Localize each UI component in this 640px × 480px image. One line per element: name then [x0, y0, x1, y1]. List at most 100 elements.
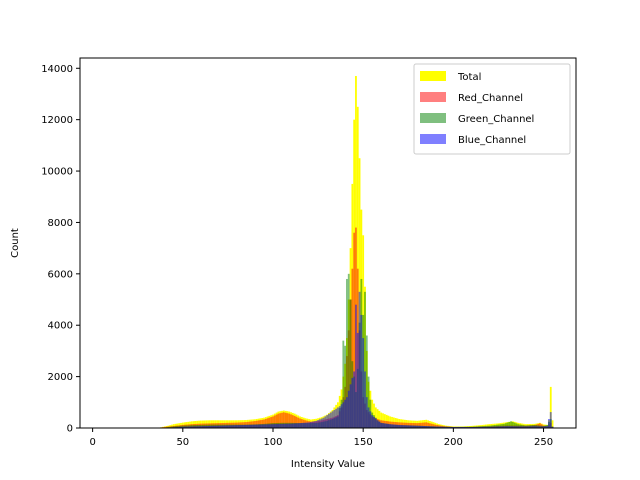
histogram-bar	[311, 421, 314, 428]
histogram-bar	[486, 426, 489, 428]
histogram-bar	[497, 426, 500, 428]
histogram-bar	[328, 413, 330, 428]
histogram-bar	[189, 426, 191, 428]
histogram-bar	[429, 426, 431, 428]
histogram-bar	[337, 407, 339, 428]
histogram-bar	[272, 424, 274, 428]
histogram-bar	[317, 420, 319, 428]
histogram-bar	[263, 419, 265, 428]
histogram-bar	[412, 425, 415, 428]
histogram-bar	[502, 423, 505, 428]
histogram-bar	[344, 399, 347, 428]
histogram-bar	[308, 422, 310, 428]
histogram-bar	[465, 426, 467, 428]
histogram-bar	[474, 426, 476, 428]
histogram-bar	[421, 425, 424, 428]
histogram-bar	[364, 371, 366, 428]
histogram-bar	[300, 422, 303, 428]
histogram-bar	[365, 335, 368, 428]
histogram-bar	[167, 426, 170, 428]
histogram-bar	[447, 426, 449, 428]
histogram-bar	[528, 426, 530, 428]
histogram-bar	[178, 426, 181, 428]
histogram-bar	[389, 424, 392, 428]
histogram-bar	[517, 424, 520, 428]
histogram-bar	[315, 420, 318, 428]
histogram-bar	[185, 426, 188, 428]
histogram-bar	[216, 425, 218, 428]
histogram-bar	[349, 384, 352, 428]
histogram-bar	[501, 426, 503, 428]
histogram-bar	[207, 426, 209, 428]
x-axis-label: Intensity Value	[291, 459, 365, 470]
x-tick-label: 250	[534, 437, 553, 448]
histogram-bar	[232, 425, 235, 428]
x-tick-label: 50	[176, 437, 189, 448]
histogram-bar	[407, 425, 410, 428]
series-blue-channel	[165, 291, 554, 429]
histogram-bar	[259, 424, 262, 428]
histogram-bar	[358, 291, 361, 428]
histogram-bar	[504, 426, 507, 428]
histogram-bar	[263, 424, 265, 428]
legend-label: Blue_Channel	[458, 135, 526, 146]
x-axis-ticks: 0 50 100 150 200 250	[89, 428, 553, 448]
histogram-bar	[374, 418, 377, 428]
histogram-bar	[279, 413, 282, 428]
histogram-bar	[309, 421, 312, 428]
histogram-bar	[261, 424, 264, 428]
histogram-bar	[241, 425, 244, 428]
histogram-bar	[508, 426, 511, 428]
histogram-bar	[355, 304, 357, 428]
histogram-bar	[201, 426, 204, 428]
histogram-bar	[441, 426, 444, 428]
histogram-bar	[416, 423, 419, 428]
histogram-bar	[551, 426, 554, 428]
histogram-bar	[257, 424, 260, 428]
histogram-bar	[225, 425, 227, 428]
histogram-bar	[506, 426, 509, 428]
histogram-bar	[429, 423, 431, 428]
histogram-bar	[510, 421, 512, 428]
histogram-bar	[418, 422, 420, 428]
histogram-bar	[324, 416, 327, 428]
histogram-bar	[371, 415, 374, 428]
histogram-bar	[302, 422, 305, 428]
histogram-bar	[443, 426, 446, 428]
histogram-bar	[434, 426, 437, 428]
histogram-bar	[373, 416, 375, 428]
histogram-bar	[288, 423, 291, 428]
histogram-bar	[493, 426, 496, 428]
histogram-bar	[461, 426, 464, 428]
legend-swatch	[420, 134, 446, 144]
histogram-bar	[275, 414, 278, 428]
histogram-bar	[531, 426, 534, 428]
histogram-bar	[252, 424, 255, 428]
histogram-bar	[382, 423, 384, 428]
histogram-bar	[214, 425, 217, 428]
histogram-bar	[174, 426, 177, 428]
histogram-bar	[286, 413, 289, 428]
histogram-bar	[519, 426, 521, 428]
histogram-bar	[504, 423, 507, 428]
histogram-bar	[295, 423, 298, 428]
histogram-bar	[362, 338, 365, 428]
histogram-bar	[421, 422, 424, 428]
histogram-bar	[353, 371, 356, 428]
histogram-bar	[333, 410, 336, 428]
histogram-bar	[484, 426, 487, 428]
plot-frame	[79, 57, 577, 429]
histogram-bar	[268, 417, 271, 428]
histogram-bar	[383, 423, 386, 429]
histogram-bar	[548, 419, 550, 428]
histogram-bar	[169, 426, 172, 428]
histogram-bar	[501, 424, 503, 428]
histogram-bar	[273, 415, 276, 428]
histogram-bar	[438, 426, 440, 428]
histogram-bar	[392, 424, 395, 428]
histogram-bar	[198, 426, 200, 428]
histogram-bar	[282, 412, 285, 428]
histogram-bar	[533, 426, 536, 428]
legend-swatch	[420, 71, 446, 81]
